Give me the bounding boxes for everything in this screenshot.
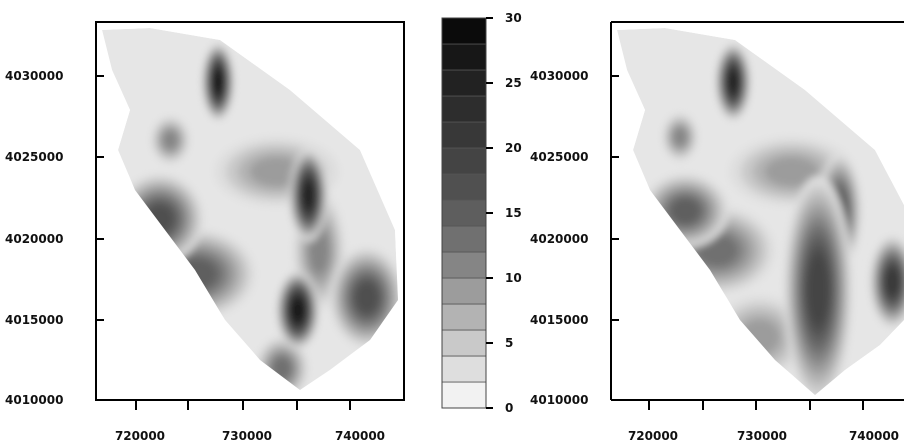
colorbar-tick-label: 0 (505, 401, 513, 415)
colorbar-cell (441, 199, 487, 227)
left-x-tick-label: 740000 (335, 429, 385, 443)
left-y-axis: 4010000 4015000 4020000 4025000 4030000 (5, 69, 104, 407)
colorbar-tick-label: 10 (505, 271, 522, 285)
colorbar-tick-label: 30 (505, 11, 522, 25)
left-x-axis: 720000 730000 740000 (115, 400, 385, 443)
contour-band (162, 130, 178, 150)
colorbar-tick-label: 5 (505, 336, 513, 350)
left-y-tick-label: 4010000 (5, 393, 63, 407)
colorbar-cell (441, 95, 487, 123)
colorbar-cell (441, 355, 487, 383)
left-plot-border (95, 21, 405, 401)
right-x-tick-label: 730000 (737, 429, 787, 443)
contour-band (355, 281, 379, 314)
contour-band (807, 255, 829, 325)
left-x-tick-label: 720000 (115, 429, 165, 443)
contour-band (213, 71, 223, 93)
right-x-tick-label: 720000 (628, 429, 678, 443)
contour-band (764, 156, 819, 187)
colorbar-ticks: 0 5 10 15 20 25 30 (486, 11, 522, 415)
contour-band (885, 268, 900, 296)
colorbar-cell (441, 17, 487, 45)
contour-band (673, 127, 687, 147)
contour-band (292, 299, 304, 321)
right-y-tick-label: 4010000 (530, 393, 588, 407)
left-x-tick-label: 730000 (222, 429, 272, 443)
colorbar: 0 5 10 15 20 25 30 (441, 11, 522, 415)
left-y-tick-label: 4025000 (5, 150, 63, 164)
contour-band (728, 71, 738, 93)
contour-band (670, 198, 700, 224)
colorbar-cell (441, 225, 487, 253)
colorbar-cell (441, 43, 487, 71)
left-map-panel: 4010000 4015000 4020000 4025000 4030000 … (5, 21, 405, 443)
left-y-tick-label: 4020000 (5, 232, 63, 246)
colorbar-cell (441, 121, 487, 149)
colorbar-tick-label: 25 (505, 76, 522, 90)
colorbar-cell (441, 251, 487, 279)
colorbar-cell (441, 173, 487, 201)
colorbar-tick-label: 15 (505, 206, 522, 220)
colorbar-cells (441, 17, 487, 409)
contour-band (303, 182, 314, 209)
colorbar-cell (441, 303, 487, 331)
right-map-panel: 4010000 4015000 4020000 4025000 4030000 … (530, 21, 904, 443)
right-y-tick-label: 4030000 (530, 69, 588, 83)
right-y-tick-label: 4020000 (530, 232, 588, 246)
colorbar-cell (441, 147, 487, 175)
colorbar-cell (441, 329, 487, 357)
colorbar-cell (441, 277, 487, 305)
right-y-tick-label: 4015000 (530, 313, 588, 327)
right-x-axis: 720000 730000 740000 (628, 400, 899, 443)
colorbar-cell (441, 381, 487, 409)
colorbar-tick-label: 20 (505, 141, 522, 155)
right-y-tick-label: 4025000 (530, 150, 588, 164)
left-y-tick-label: 4015000 (5, 313, 63, 327)
contour-band (249, 156, 304, 187)
left-y-tick-label: 4030000 (5, 69, 63, 83)
right-y-axis: 4010000 4015000 4020000 4025000 4030000 (530, 69, 619, 407)
right-x-tick-label: 740000 (849, 429, 899, 443)
colorbar-cell (441, 69, 487, 97)
